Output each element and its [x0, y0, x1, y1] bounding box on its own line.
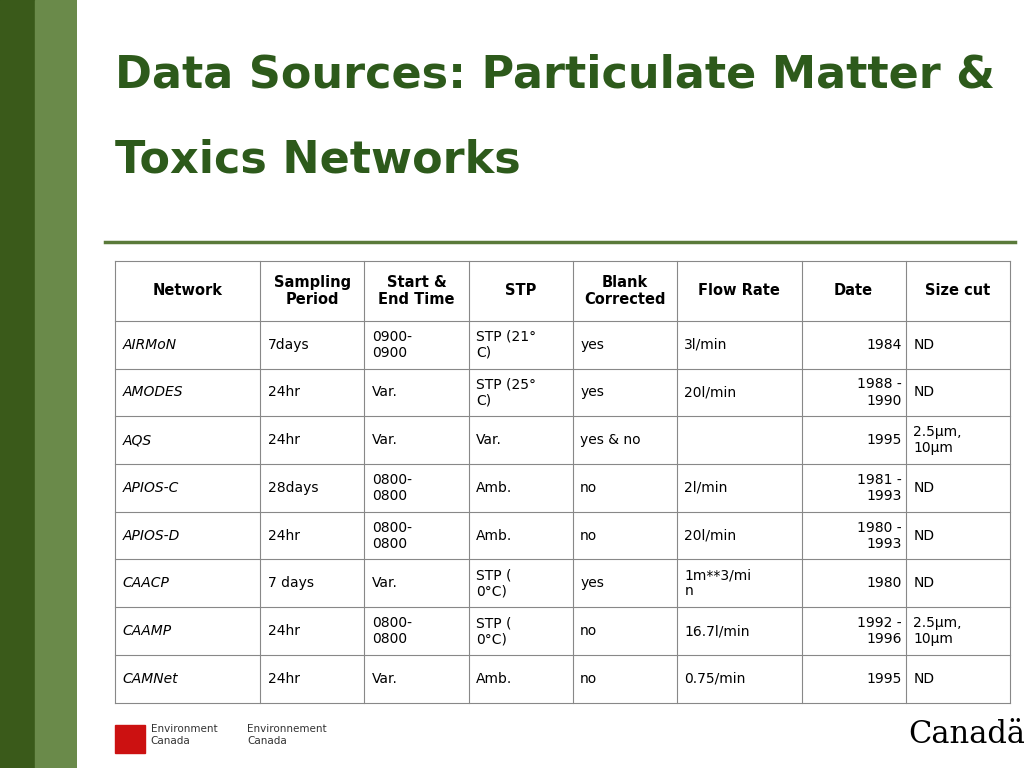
Text: no: no	[581, 481, 597, 495]
Text: 16.7l/min: 16.7l/min	[684, 624, 750, 638]
Text: 3l/min: 3l/min	[684, 338, 728, 352]
Text: 1984: 1984	[866, 338, 902, 352]
Text: AQS: AQS	[122, 433, 152, 447]
Text: 24hr: 24hr	[268, 624, 300, 638]
Text: APIOS-C: APIOS-C	[122, 481, 178, 495]
Text: 1988 -
1990: 1988 - 1990	[857, 377, 902, 408]
Text: 0.75/min: 0.75/min	[684, 672, 745, 686]
Text: 1m**3/mi
n: 1m**3/mi n	[684, 568, 752, 598]
Text: yes & no: yes & no	[581, 433, 641, 447]
Text: 20l/min: 20l/min	[684, 528, 736, 543]
Text: Var.: Var.	[372, 576, 398, 591]
Text: Size cut: Size cut	[925, 283, 990, 299]
Text: Var.: Var.	[372, 386, 398, 399]
Text: Blank
Corrected: Blank Corrected	[584, 275, 666, 307]
Text: ND: ND	[913, 672, 935, 686]
Text: APIOS-D: APIOS-D	[122, 528, 179, 543]
Text: ND: ND	[913, 338, 935, 352]
Text: Amb.: Amb.	[476, 672, 512, 686]
Bar	[115, 725, 145, 753]
Text: Environnement
Canada: Environnement Canada	[248, 724, 327, 746]
Text: 7 days: 7 days	[268, 576, 314, 591]
Text: ND: ND	[913, 576, 935, 591]
Text: Amb.: Amb.	[476, 481, 512, 495]
Text: yes: yes	[581, 576, 604, 591]
Text: CAAMP: CAAMP	[122, 624, 171, 638]
Text: Toxics Networks: Toxics Networks	[115, 138, 520, 181]
Text: 7days: 7days	[268, 338, 309, 352]
Text: STP: STP	[505, 283, 537, 299]
Text: CAMNet: CAMNet	[122, 672, 178, 686]
Text: 1981 -
1993: 1981 - 1993	[857, 473, 902, 503]
Text: 1992 -
1996: 1992 - 1996	[857, 616, 902, 646]
Text: no: no	[581, 672, 597, 686]
Text: yes: yes	[581, 386, 604, 399]
Text: no: no	[581, 528, 597, 543]
Text: Flow Rate: Flow Rate	[698, 283, 780, 299]
Text: STP (
0°C): STP ( 0°C)	[476, 616, 512, 646]
Text: AIRMoN: AIRMoN	[122, 338, 176, 352]
Text: 0800-
0800: 0800- 0800	[372, 521, 412, 551]
Text: CAACP: CAACP	[122, 576, 169, 591]
Text: 24hr: 24hr	[268, 528, 300, 543]
Text: 0900-
0900: 0900- 0900	[372, 329, 412, 359]
Text: Canadä: Canadä	[908, 720, 1024, 750]
Text: ND: ND	[913, 528, 935, 543]
Text: ND: ND	[913, 386, 935, 399]
Text: 0800-
0800: 0800- 0800	[372, 616, 412, 646]
Text: 24hr: 24hr	[268, 672, 300, 686]
Text: Sampling
Period: Sampling Period	[273, 275, 351, 307]
Text: 28days: 28days	[268, 481, 318, 495]
Text: 0800-
0800: 0800- 0800	[372, 473, 412, 503]
Bar	[35, 0, 77, 768]
Text: 24hr: 24hr	[268, 433, 300, 447]
Text: Data Sources: Particulate Matter &: Data Sources: Particulate Matter &	[115, 54, 994, 97]
Text: Start &
End Time: Start & End Time	[378, 275, 455, 307]
Text: 1995: 1995	[866, 672, 902, 686]
Text: 2.5μm,
10μm: 2.5μm, 10μm	[913, 425, 962, 455]
Text: yes: yes	[581, 338, 604, 352]
Text: AMODES: AMODES	[122, 386, 182, 399]
Text: no: no	[581, 624, 597, 638]
Text: 24hr: 24hr	[268, 386, 300, 399]
Text: 20l/min: 20l/min	[684, 386, 736, 399]
Text: 1995: 1995	[866, 433, 902, 447]
Text: 1980 -
1993: 1980 - 1993	[857, 521, 902, 551]
Text: STP (21°
C): STP (21° C)	[476, 329, 537, 359]
Text: 1980: 1980	[866, 576, 902, 591]
Text: STP (25°
C): STP (25° C)	[476, 377, 537, 408]
Text: 2.5μm,
10μm: 2.5μm, 10μm	[913, 616, 962, 646]
Text: Date: Date	[835, 283, 873, 299]
Text: STP (
0°C): STP ( 0°C)	[476, 568, 512, 598]
Text: Network: Network	[153, 283, 222, 299]
Text: Environment
Canada: Environment Canada	[151, 724, 217, 746]
Text: Var.: Var.	[476, 433, 502, 447]
Text: Amb.: Amb.	[476, 528, 512, 543]
Text: 2l/min: 2l/min	[684, 481, 728, 495]
Text: ND: ND	[913, 481, 935, 495]
Text: Var.: Var.	[372, 433, 398, 447]
Text: Var.: Var.	[372, 672, 398, 686]
Bar	[0, 0, 35, 768]
